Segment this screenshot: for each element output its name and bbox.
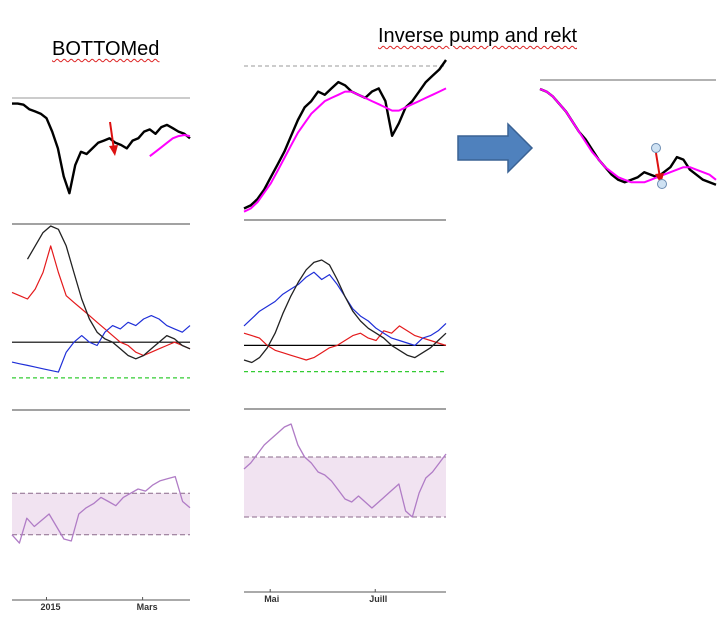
left-x-tick-label: 2015 <box>40 602 61 612</box>
middle-x-tick-label: Mai <box>264 594 280 604</box>
middle-rsi-band <box>244 457 446 517</box>
left-red-arrow-shaft <box>109 121 115 151</box>
left-indicator-black-line <box>26 225 191 360</box>
left-x-tick-label: Mars <box>136 602 158 612</box>
left-chart-title: BOTTOMed <box>52 38 160 60</box>
right-marker-circle-top <box>651 143 661 153</box>
left-indicator-red-line <box>11 245 191 357</box>
middle-x-tick-label: Juill <box>369 594 388 604</box>
middle-chart-title: Inverse pump and rekt <box>378 25 577 47</box>
middle-indicator-black-line <box>243 259 447 364</box>
big-blue-arrow-shape <box>457 122 534 174</box>
right-price-line <box>539 87 717 186</box>
left-red-arrow-head <box>109 145 118 156</box>
middle-rsi-line <box>243 423 447 518</box>
left-moving-average-line <box>149 134 191 157</box>
left-price-line <box>12 102 191 195</box>
right-moving-average-line <box>539 88 717 184</box>
left-rsi-band <box>12 493 190 535</box>
left-rsi-line <box>11 475 191 544</box>
middle-indicator-red-line <box>243 325 447 361</box>
left-indicator-blue-line <box>11 315 191 373</box>
middle-moving-average-line <box>243 87 447 213</box>
middle-price-line <box>243 59 447 210</box>
right-marker-circle-bottom <box>657 179 667 189</box>
